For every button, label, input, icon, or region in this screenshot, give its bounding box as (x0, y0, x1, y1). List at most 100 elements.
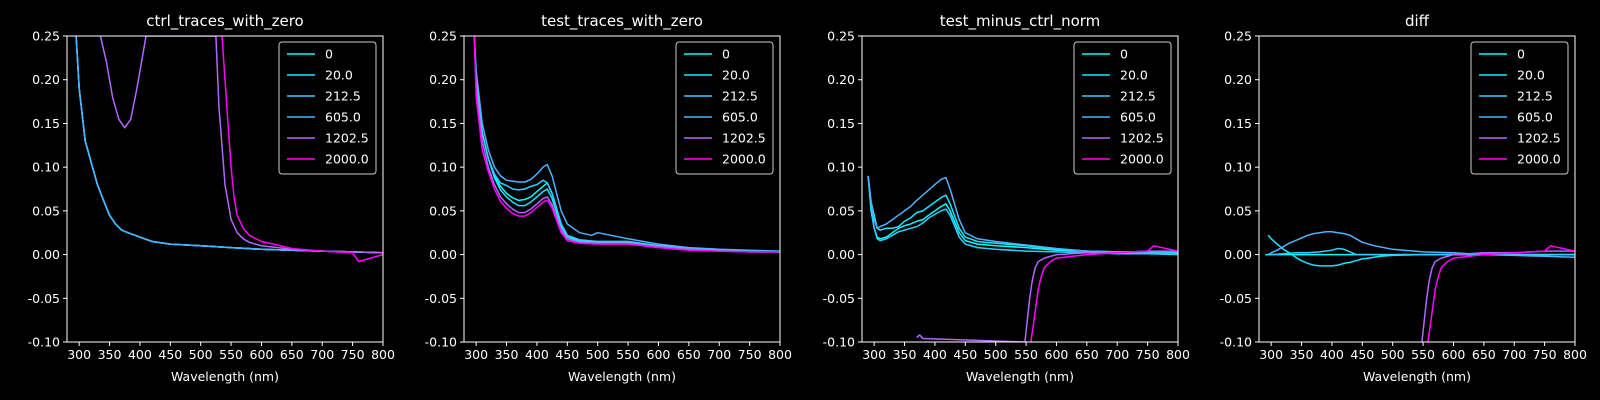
series-line-1 (867, 175, 1178, 254)
y-tick-label: 0.25 (1224, 29, 1252, 44)
legend: 0 20.0 212.5 605.0 1202.5 2000.0 (1470, 41, 1569, 175)
x-tick-label: 500 (1381, 347, 1405, 362)
x-tick-label: 800 (1563, 347, 1587, 362)
y-tick-label: 0.20 (827, 72, 855, 87)
x-tick-label: 500 (984, 347, 1008, 362)
x-tick-label: 800 (768, 347, 792, 362)
legend-label: 0 (1517, 47, 1525, 62)
y-tick-label: 0.10 (32, 160, 60, 175)
x-tick-label: 650 (280, 347, 304, 362)
y-tick-label: 0.15 (1224, 116, 1252, 131)
x-axis-label: Wavelength (nm) (568, 369, 676, 384)
y-tick-label: 0.25 (429, 29, 457, 44)
x-axis-label: Wavelength (nm) (1363, 369, 1471, 384)
x-tick-label: 500 (189, 347, 213, 362)
legend: 0 20.0 212.5 605.0 1202.5 2000.0 (675, 41, 774, 175)
x-tick-label: 550 (616, 347, 640, 362)
y-tick-label: -0.05 (425, 291, 457, 306)
y-tick-label: 0.25 (827, 29, 855, 44)
series-line-2 (473, 36, 780, 253)
x-tick-label: 600 (647, 347, 671, 362)
legend-label: 605.0 (1120, 110, 1156, 125)
x-tick-label: 750 (1533, 347, 1557, 362)
y-tick-label: -0.10 (823, 335, 855, 350)
legend-label: 20.0 (1120, 68, 1148, 83)
subplot-0: ctrl_traces_with_zero 300 350 400 450 500 550 6… (28, 12, 395, 384)
x-tick-label: 450 (1350, 347, 1374, 362)
x-tick-label: 650 (1075, 347, 1099, 362)
subplot-3: diff 300 350 400 450 500 550 600 650 700 750 800 -0.… (1220, 12, 1587, 384)
x-tick-label: 800 (371, 347, 395, 362)
legend-label: 605.0 (325, 110, 361, 125)
series-line-5 (1030, 245, 1178, 342)
y-tick-label: 0.20 (1224, 72, 1252, 87)
legend-label: 2000.0 (1120, 152, 1164, 167)
subplot-title: test_minus_ctrl_norm (940, 12, 1101, 31)
x-tick-label: 400 (128, 347, 152, 362)
plot-area (867, 175, 1178, 342)
y-tick-label: 0.15 (429, 116, 457, 131)
legend-label: 0 (722, 47, 730, 62)
x-tick-label: 450 (555, 347, 579, 362)
y-tick-label: 0.15 (827, 116, 855, 131)
x-tick-label: 700 (707, 347, 731, 362)
axes-frame (66, 35, 384, 343)
x-tick-label: 550 (219, 347, 243, 362)
x-tick-label: 700 (310, 347, 334, 362)
y-tick-label: 0.05 (827, 203, 855, 218)
legend-label: 20.0 (325, 68, 353, 83)
axes-frame (463, 35, 781, 343)
x-tick-label: 400 (1320, 347, 1344, 362)
x-tick-label: 650 (1472, 347, 1496, 362)
series-line-0 (867, 175, 1178, 254)
y-tick-label: 0.20 (32, 72, 60, 87)
x-tick-label: 600 (250, 347, 274, 362)
plot-area (1265, 231, 1575, 342)
x-tick-label: 550 (1411, 347, 1435, 362)
subplot-title: test_traces_with_zero (541, 12, 703, 31)
y-tick-label: 0.00 (32, 247, 60, 262)
legend: 0 20.0 212.5 605.0 1202.5 2000.0 (278, 41, 377, 175)
x-tick-label: 600 (1442, 347, 1466, 362)
y-tick-label: 0.00 (827, 247, 855, 262)
y-tick-label: 0.10 (1224, 160, 1252, 175)
x-tick-label: 750 (1136, 347, 1160, 362)
x-tick-label: 350 (98, 347, 122, 362)
legend-label: 1202.5 (1120, 131, 1164, 146)
series-line-5 (221, 36, 383, 263)
series-line-1 (1267, 234, 1575, 267)
y-tick-label: 0.25 (32, 29, 60, 44)
x-tick-label: 300 (862, 347, 886, 362)
legend-label: 1202.5 (722, 131, 766, 146)
x-tick-label: 400 (525, 347, 549, 362)
legend-label: 212.5 (325, 89, 361, 104)
x-tick-label: 400 (923, 347, 947, 362)
series-line-3 (473, 36, 780, 252)
x-tick-label: 500 (586, 347, 610, 362)
y-tick-label: 0.05 (1224, 203, 1252, 218)
subplot-title: diff (1405, 12, 1430, 30)
y-tick-label: -0.05 (1220, 291, 1252, 306)
legend-label: 0 (1120, 47, 1128, 62)
x-tick-label: 700 (1502, 347, 1526, 362)
legend-label: 212.5 (722, 89, 758, 104)
legend-label: 1202.5 (325, 131, 369, 146)
subplot-title: ctrl_traces_with_zero (146, 12, 303, 31)
x-tick-label: 450 (158, 347, 182, 362)
y-tick-label: 0.20 (429, 72, 457, 87)
legend-label: 0 (325, 47, 333, 62)
legend-label: 212.5 (1517, 89, 1553, 104)
series-line-5 (1427, 245, 1575, 342)
y-tick-label: 0.00 (1224, 247, 1252, 262)
y-tick-label: -0.10 (425, 335, 457, 350)
series-line-3 (75, 36, 383, 254)
y-tick-label: -0.05 (28, 291, 60, 306)
x-tick-label: 300 (464, 347, 488, 362)
x-tick-label: 750 (738, 347, 762, 362)
axes-frame (1258, 35, 1576, 343)
x-tick-label: 600 (1045, 347, 1069, 362)
subplot-1: test_traces_with_zero 300 350 400 450 500 550 6… (425, 12, 792, 384)
x-tick-label: 350 (495, 347, 519, 362)
y-tick-label: 0.05 (429, 203, 457, 218)
